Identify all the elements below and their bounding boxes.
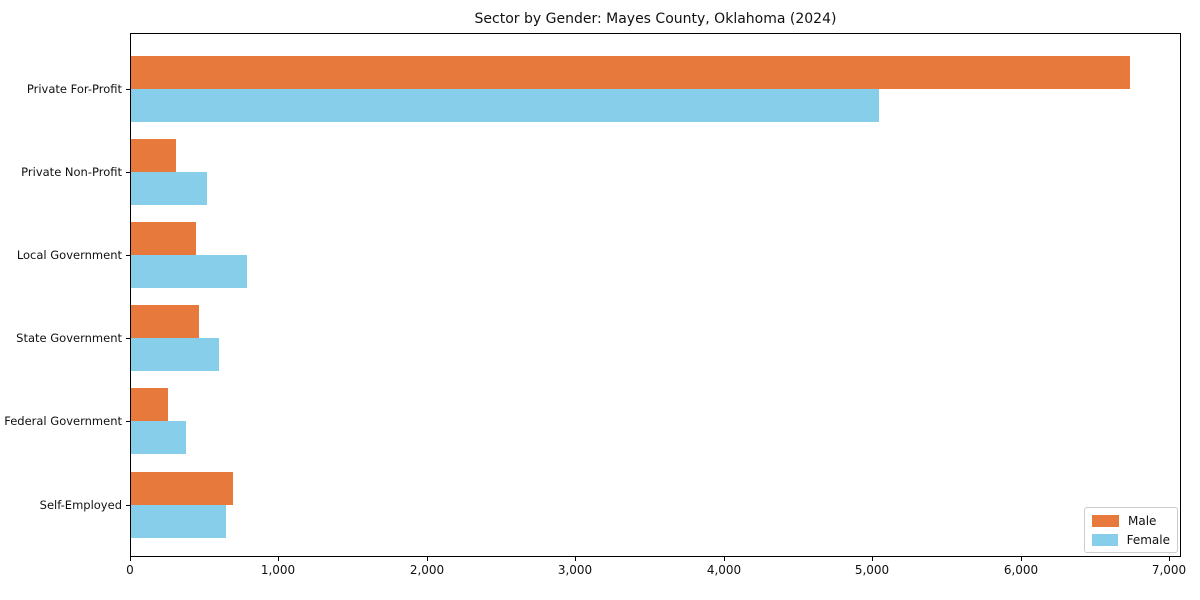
- y-tick-mark: [126, 338, 130, 339]
- chart-title: Sector by Gender: Mayes County, Oklahoma…: [474, 11, 837, 27]
- x-tick-mark: [724, 557, 725, 561]
- x-tick-label: 7,000: [1151, 563, 1187, 577]
- y-tick-label: Federal Government: [4, 414, 122, 429]
- bar-male-2: [131, 222, 196, 255]
- x-tick-label: 4,000: [706, 563, 742, 577]
- x-tick-mark: [1169, 557, 1170, 561]
- y-tick-label: Self-Employed: [39, 497, 122, 512]
- legend-item-female: Female: [1092, 532, 1170, 547]
- x-tick-mark: [130, 557, 131, 561]
- x-tick-label: 5,000: [854, 563, 890, 577]
- x-tick-mark: [575, 557, 576, 561]
- bar-female-3: [131, 338, 219, 371]
- y-tick-label: State Government: [16, 331, 122, 346]
- x-tick-mark: [427, 557, 428, 561]
- x-tick-label: 3,000: [557, 563, 593, 577]
- y-tick-label: Local Government: [16, 248, 122, 263]
- y-tick-mark: [126, 421, 130, 422]
- x-tick-label: 6,000: [1003, 563, 1039, 577]
- legend-label-female: Female: [1126, 532, 1170, 547]
- bar-female-1: [131, 172, 207, 205]
- y-tick-mark: [126, 172, 130, 173]
- y-tick-mark: [126, 89, 130, 90]
- legend: Male Female: [1084, 507, 1178, 553]
- bar-male-5: [131, 472, 233, 505]
- x-tick-mark: [278, 557, 279, 561]
- bar-male-0: [131, 56, 1130, 89]
- bar-female-5: [131, 505, 226, 538]
- legend-swatch-female-icon: [1092, 533, 1118, 546]
- x-tick-label: 0: [126, 563, 134, 577]
- legend-label-male: Male: [1128, 513, 1157, 528]
- x-tick-mark: [872, 557, 873, 561]
- bar-male-3: [131, 305, 199, 338]
- y-tick-label: Private Non-Profit: [21, 164, 122, 179]
- x-tick-label: 2,000: [409, 563, 445, 577]
- bar-female-2: [131, 255, 247, 288]
- x-tick-mark: [1021, 557, 1022, 561]
- bar-female-0: [131, 89, 879, 122]
- bar-male-1: [131, 139, 176, 172]
- legend-swatch-male-icon: [1092, 514, 1119, 527]
- y-tick-mark: [126, 505, 130, 506]
- bar-male-4: [131, 388, 168, 421]
- y-tick-label: Private For-Profit: [26, 81, 122, 96]
- bar-female-4: [131, 421, 186, 454]
- x-tick-label: 1,000: [260, 563, 296, 577]
- legend-item-male: Male: [1092, 513, 1170, 528]
- y-tick-mark: [126, 255, 130, 256]
